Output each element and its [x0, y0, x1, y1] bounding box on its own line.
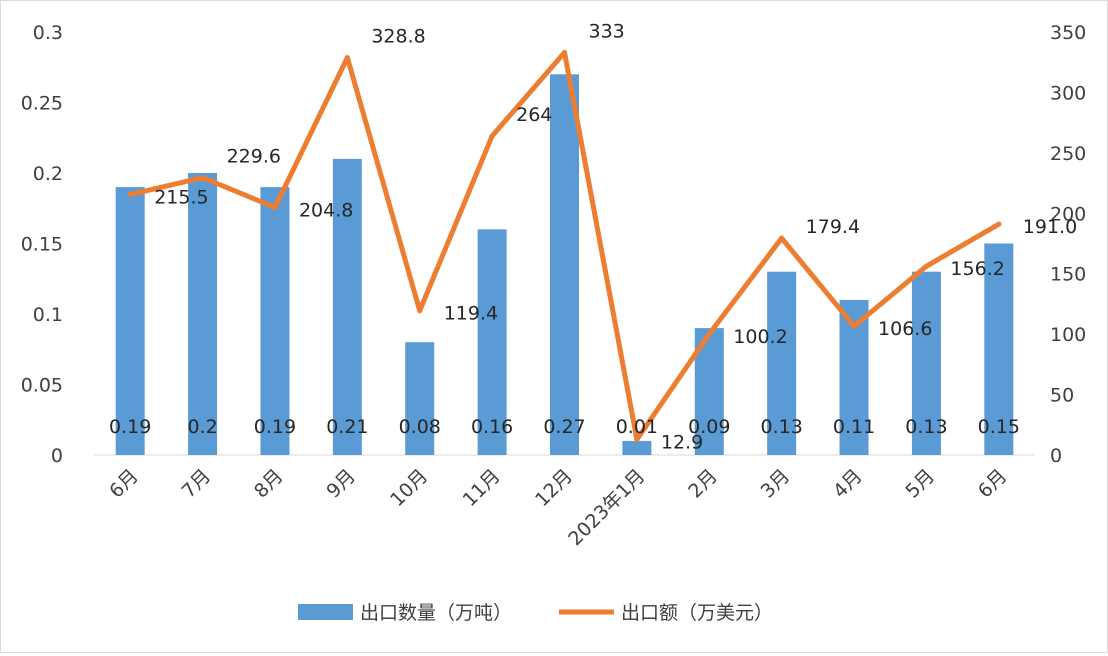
x-tick-label: 5月 [901, 465, 939, 503]
y-right-axis: 0 50 100 150 200 250 300 350 [1050, 22, 1086, 467]
line-data-label: 106.6 [878, 318, 932, 340]
line-data-label: 229.6 [227, 146, 281, 168]
bar-data-label: 0.2 [187, 416, 217, 438]
line-point [923, 263, 929, 269]
bar [332, 158, 362, 455]
bar-data-label: 0.13 [905, 416, 947, 438]
x-tick-label: 2023年1月 [564, 465, 649, 550]
y-left-tick-label: 0 [51, 445, 63, 467]
line-data-label: 215.5 [154, 187, 208, 209]
line-point [634, 436, 640, 442]
line-point [272, 204, 278, 210]
bar-data-label: 0.15 [978, 416, 1020, 438]
line-point [851, 323, 857, 329]
line-data-label: 156.2 [950, 258, 1004, 280]
line-data-label: 100.2 [733, 326, 787, 348]
bar-data-label: 0.19 [109, 416, 151, 438]
line-data-label: 191.0 [1023, 216, 1077, 238]
x-tick-label: 9月 [322, 465, 360, 503]
x-tick-label: 4月 [829, 465, 867, 503]
line-point [706, 331, 712, 337]
line-point [562, 50, 567, 56]
x-tick-label: 7月 [178, 465, 216, 503]
y-right-tick-label: 350 [1050, 22, 1086, 44]
y-right-tick-label: 250 [1050, 143, 1086, 165]
bar-data-label: 0.08 [399, 416, 441, 438]
x-tick-label: 12月 [531, 465, 577, 511]
bar-data-label: 0.21 [326, 416, 368, 438]
bar [188, 173, 218, 455]
line-data-label: 333 [589, 21, 625, 43]
bar [984, 243, 1014, 455]
y-right-tick-label: 50 [1050, 385, 1074, 407]
line-data-label: 264 [516, 104, 552, 126]
bar-data-label: 0.01 [616, 416, 658, 438]
x-tick-label: 10月 [386, 465, 432, 511]
x-tick-label: 11月 [459, 465, 505, 511]
legend-bar-swatch [298, 604, 353, 620]
bar-data-label: 0.11 [833, 416, 875, 438]
line-data-label: 204.8 [299, 199, 353, 221]
line-data-label: 12.9 [661, 431, 703, 453]
bar-data-label: 0.27 [543, 416, 585, 438]
y-left-tick-label: 0.1 [33, 304, 63, 326]
line-data-label: 328.8 [371, 26, 425, 48]
x-tick-label: 3月 [757, 465, 795, 503]
x-tick-label: 8月 [250, 465, 288, 503]
legend-line-label: 出口额（万美元） [621, 602, 773, 624]
bar [115, 187, 145, 455]
legend-bar-label: 出口数量（万吨） [360, 602, 512, 624]
y-left-tick-label: 0.2 [33, 163, 63, 185]
bar-data-label: 0.09 [688, 416, 730, 438]
x-tick-label: 2月 [684, 465, 722, 503]
bar-data-labels: 0.19 0.2 0.19 0.21 0.08 0.16 0.27 0.01 0.09 0.13 0… [109, 416, 1020, 438]
line-point [996, 221, 1002, 227]
y-left-tick-label: 0.25 [21, 93, 63, 115]
y-right-tick-label: 300 [1050, 82, 1086, 104]
line-point [200, 175, 206, 181]
line-data-label: 179.4 [806, 216, 860, 238]
line-series [127, 50, 1002, 442]
bar-series [115, 74, 1014, 456]
line-point [417, 308, 423, 314]
bar [622, 440, 652, 455]
line-point [779, 235, 785, 241]
line-point [489, 133, 495, 139]
line-data-labels: 215.5 229.6 204.8 328.8 119.4 264 333 12.9 100.2… [154, 21, 1077, 454]
y-right-tick-label: 0 [1050, 445, 1062, 467]
y-left-tick-label: 0.15 [21, 234, 63, 256]
y-right-tick-label: 200 [1050, 203, 1086, 225]
bar-data-label: 0.13 [760, 416, 802, 438]
y-right-tick-label: 100 [1050, 324, 1086, 346]
x-tick-label: 6月 [974, 465, 1012, 503]
y-right-tick-label: 150 [1050, 264, 1086, 286]
legend: 出口数量（万吨） 出口额（万美元） [298, 602, 773, 624]
bar-data-label: 0.16 [471, 416, 513, 438]
bar [550, 74, 579, 456]
y-left-tick-label: 0.3 [33, 22, 63, 44]
line-point [344, 55, 350, 61]
bar [405, 342, 435, 455]
y-left-axis: 0 0.05 0.1 0.15 0.2 0.25 0.3 [21, 22, 63, 467]
line-data-label: 119.4 [444, 303, 498, 325]
bar-data-label: 0.19 [254, 416, 296, 438]
y-left-tick-label: 0.05 [21, 375, 63, 397]
bar [911, 271, 941, 455]
bar [260, 187, 290, 455]
bar [477, 229, 507, 455]
line-point [127, 192, 133, 198]
bar [767, 271, 797, 455]
x-tick-label: 6月 [105, 465, 143, 503]
